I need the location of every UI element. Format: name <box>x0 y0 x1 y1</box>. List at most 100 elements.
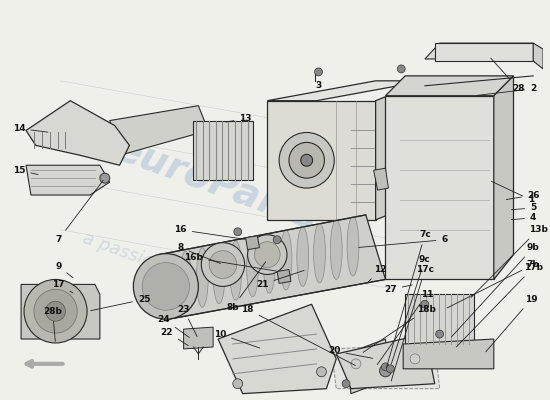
Ellipse shape <box>280 230 292 290</box>
Polygon shape <box>21 284 100 339</box>
Text: 20: 20 <box>328 346 373 358</box>
Circle shape <box>279 132 334 188</box>
Polygon shape <box>109 106 208 155</box>
Text: a passion for parts: a passion for parts <box>80 229 244 303</box>
Ellipse shape <box>246 237 258 297</box>
Text: 17c: 17c <box>391 265 434 381</box>
Text: 18: 18 <box>241 305 355 366</box>
Circle shape <box>397 65 405 73</box>
Text: 22: 22 <box>161 328 188 346</box>
Polygon shape <box>267 101 376 220</box>
Text: 19: 19 <box>486 295 537 352</box>
Polygon shape <box>373 168 388 190</box>
Circle shape <box>34 289 77 333</box>
Polygon shape <box>425 43 533 59</box>
Circle shape <box>387 365 394 373</box>
Text: 27: 27 <box>384 285 412 294</box>
Circle shape <box>436 330 444 338</box>
Ellipse shape <box>314 223 326 283</box>
Polygon shape <box>267 81 425 101</box>
Circle shape <box>315 68 322 76</box>
Ellipse shape <box>331 220 342 280</box>
Circle shape <box>342 380 350 388</box>
Circle shape <box>273 236 281 244</box>
Circle shape <box>317 367 326 377</box>
Polygon shape <box>386 96 494 280</box>
Text: 9b: 9b <box>452 243 540 337</box>
Circle shape <box>421 300 429 308</box>
Circle shape <box>142 262 190 310</box>
Circle shape <box>316 69 321 75</box>
Text: 16: 16 <box>174 225 245 239</box>
Polygon shape <box>246 236 260 250</box>
Text: 5: 5 <box>512 204 536 212</box>
Text: 7: 7 <box>56 180 103 244</box>
Text: 8: 8 <box>178 243 221 264</box>
Polygon shape <box>403 339 494 369</box>
Polygon shape <box>434 43 533 61</box>
Ellipse shape <box>180 251 191 311</box>
Text: 9: 9 <box>56 262 73 278</box>
Circle shape <box>133 254 199 319</box>
Text: euroParts: euroParts <box>109 129 323 238</box>
Text: 24: 24 <box>157 315 189 338</box>
Text: 18b: 18b <box>363 305 436 352</box>
Text: 7b: 7b <box>447 260 540 308</box>
Polygon shape <box>26 101 129 165</box>
Circle shape <box>248 235 287 274</box>
Text: 17b: 17b <box>456 263 543 347</box>
Circle shape <box>201 243 245 286</box>
Text: 7c: 7c <box>386 230 431 368</box>
Polygon shape <box>494 76 514 280</box>
Text: 16b: 16b <box>184 253 276 271</box>
Polygon shape <box>194 120 252 180</box>
Circle shape <box>233 379 243 389</box>
Circle shape <box>100 173 109 183</box>
Polygon shape <box>26 165 109 195</box>
Circle shape <box>255 242 280 268</box>
Text: 14: 14 <box>13 124 48 133</box>
Text: 9c: 9c <box>391 255 431 364</box>
Text: 13b: 13b <box>471 225 548 297</box>
Text: 11: 11 <box>377 290 433 364</box>
Polygon shape <box>405 294 474 344</box>
Text: 12: 12 <box>368 265 387 282</box>
Text: 1: 1 <box>491 181 535 204</box>
Ellipse shape <box>347 216 359 276</box>
Polygon shape <box>159 215 386 319</box>
Ellipse shape <box>297 227 309 286</box>
Polygon shape <box>533 43 543 69</box>
Polygon shape <box>277 270 291 284</box>
Text: 8b: 8b <box>227 262 266 312</box>
Text: 3: 3 <box>315 81 322 90</box>
Circle shape <box>351 359 361 369</box>
Polygon shape <box>376 81 425 220</box>
Text: 4: 4 <box>512 213 536 222</box>
Circle shape <box>289 142 324 178</box>
Ellipse shape <box>230 241 241 300</box>
Text: 25: 25 <box>91 295 151 311</box>
Text: 28: 28 <box>491 58 525 93</box>
Text: 26: 26 <box>507 190 540 200</box>
Ellipse shape <box>163 255 175 314</box>
Polygon shape <box>184 327 213 349</box>
Circle shape <box>301 154 312 166</box>
Text: 10: 10 <box>214 330 260 348</box>
Ellipse shape <box>196 248 208 307</box>
Text: 21: 21 <box>256 270 304 289</box>
Circle shape <box>24 280 87 343</box>
Polygon shape <box>346 339 390 394</box>
Text: 2: 2 <box>477 84 536 96</box>
Text: 23: 23 <box>177 305 197 336</box>
Polygon shape <box>386 76 514 96</box>
Text: 28b: 28b <box>43 307 62 341</box>
Circle shape <box>234 228 241 236</box>
Circle shape <box>209 251 236 278</box>
Ellipse shape <box>213 244 225 304</box>
Polygon shape <box>336 334 435 389</box>
Circle shape <box>382 363 389 371</box>
Text: 15: 15 <box>13 166 38 175</box>
Text: 17: 17 <box>52 280 73 293</box>
Circle shape <box>46 301 65 321</box>
Text: 6: 6 <box>359 235 448 248</box>
